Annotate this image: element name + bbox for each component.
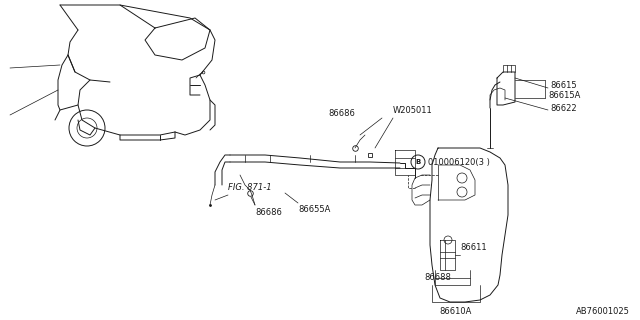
Text: 86655A: 86655A: [298, 205, 330, 214]
Text: 86611: 86611: [460, 243, 486, 252]
Text: 010006120(3 ): 010006120(3 ): [428, 157, 490, 166]
Text: 86686: 86686: [255, 208, 282, 217]
Text: 86622: 86622: [550, 103, 577, 113]
Text: 86610A: 86610A: [440, 307, 472, 316]
Text: 86688: 86688: [424, 274, 451, 283]
Text: 86686: 86686: [328, 109, 355, 118]
Text: AB76001025: AB76001025: [576, 307, 630, 316]
Text: B: B: [415, 159, 420, 165]
Text: FIG. 871-1: FIG. 871-1: [228, 183, 271, 192]
Text: W205011: W205011: [393, 106, 433, 115]
Text: 86615A: 86615A: [548, 91, 580, 100]
Text: 86615: 86615: [550, 81, 577, 90]
